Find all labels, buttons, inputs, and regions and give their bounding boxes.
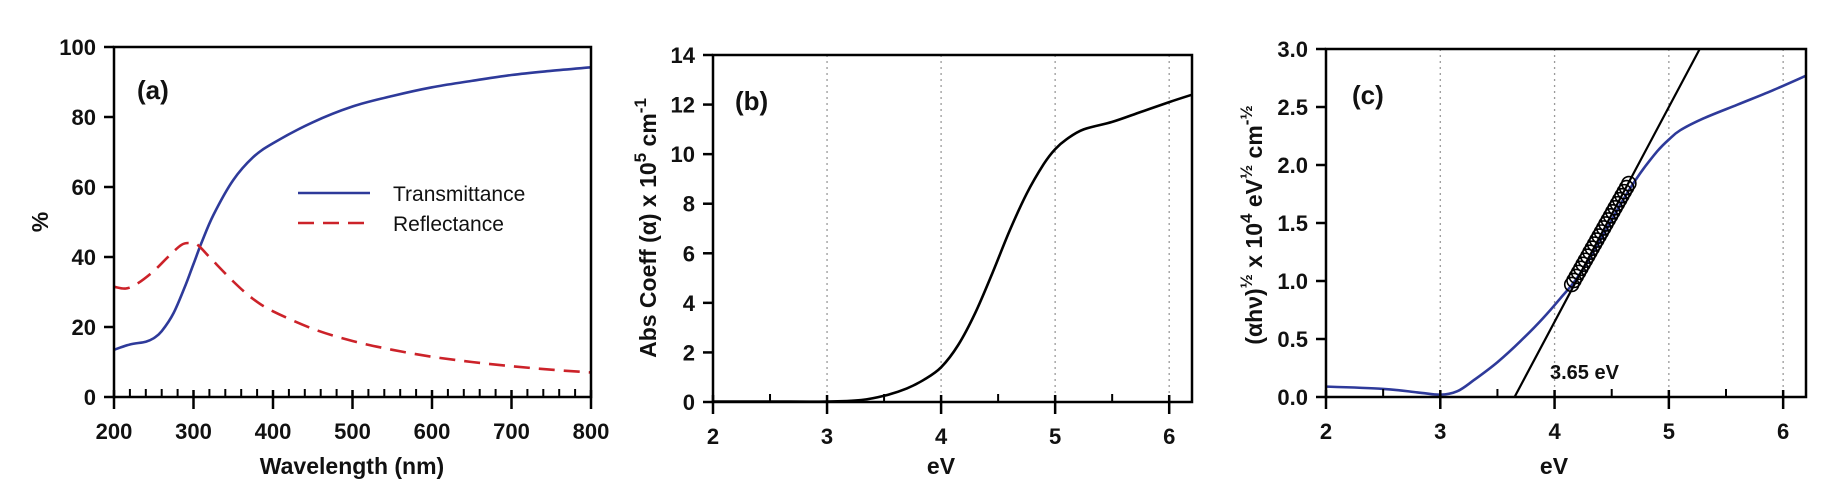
panel-c-y-title-exp3: ½	[1237, 165, 1256, 179]
legend-transmittance-label: Transmittance	[393, 183, 525, 206]
panel-b-grid	[826, 55, 1170, 402]
panel-a-legend: Transmittance Reflectance	[298, 183, 525, 236]
panel-c-tauc-plot: 2 3 4 5 6 0.0 0.5 1.0 1.5 2.0 2.5 3.0 (c) eV 3.65 e…	[1237, 37, 1808, 479]
panel-c-y-title-exp1: ½	[1237, 274, 1256, 288]
x-tick-label: 200	[96, 419, 133, 444]
panel-a-transmittance-reflectance: 200 300 400 500 600 700 800 0 20 40 60 80 100 (a) Wa…	[27, 35, 609, 479]
x-tick-label: 3	[821, 424, 833, 449]
panel-a-x-axis-title: Wavelength (nm)	[260, 453, 444, 479]
panel-c-y-title-exp2: 4	[1237, 213, 1256, 223]
panel-c-y-title-part2: x 10	[1241, 223, 1267, 274]
bandgap-annotation: 3.65 eV	[1550, 362, 1620, 384]
panel-a-label: (a)	[137, 75, 169, 105]
panel-b-y-axis-title: Abs Coeff (α) x 105 cm-1	[631, 98, 661, 358]
y-tick-label: 2.5	[1277, 95, 1308, 120]
x-tick-label: 700	[493, 419, 530, 444]
panel-c-x-axis-title: eV	[1540, 453, 1569, 479]
legend-reflectance-label: Reflectance	[393, 213, 504, 236]
panel-c-y-title-part3: eV	[1241, 178, 1267, 213]
y-tick-label: 20	[72, 315, 96, 340]
tauc-plot-line	[1325, 74, 1807, 397]
y-tick-label: 2.0	[1277, 153, 1308, 178]
panel-c-grid	[1439, 49, 1784, 397]
fit-point-marker	[1621, 175, 1637, 192]
y-tick-label: 80	[72, 105, 96, 130]
y-tick-label: 0.5	[1277, 327, 1308, 352]
y-tick-label: 0.0	[1277, 385, 1308, 410]
x-tick-label: 2	[1320, 419, 1332, 444]
transmittance-line	[113, 66, 592, 352]
x-tick-label: 4	[1548, 419, 1561, 444]
panel-c-ticks: 2 3 4 5 6 0.0 0.5 1.0 1.5 2.0 2.5 3.0	[1277, 37, 1789, 444]
panel-b-x-axis-title: eV	[927, 453, 956, 479]
x-tick-label: 4	[935, 424, 948, 449]
x-tick-label: 500	[334, 419, 371, 444]
x-tick-label: 6	[1163, 424, 1175, 449]
panel-c-y-axis-title: (αhν)½ x 104 eV½ cm-½	[1237, 105, 1267, 344]
y-tick-label: 0	[84, 385, 96, 410]
y-tick-label: 100	[59, 35, 96, 60]
x-tick-label: 400	[255, 419, 292, 444]
y-tick-label: 1.0	[1277, 269, 1308, 294]
panel-a-ticks: 200 300 400 500 600 700 800 0 20 40 60 80 100	[59, 35, 609, 444]
panel-c-y-title-part1: (αhν)	[1241, 288, 1267, 344]
x-tick-label: 5	[1049, 424, 1061, 449]
y-tick-label: 12	[671, 93, 695, 118]
panel-b-label: (b)	[735, 86, 768, 116]
y-tick-label: 3.0	[1277, 37, 1308, 62]
x-tick-label: 5	[1663, 419, 1675, 444]
x-tick-label: 600	[414, 419, 451, 444]
y-tick-label: 60	[72, 175, 96, 200]
panel-c-y-title-part4: cm	[1241, 125, 1267, 165]
panel-a-y-axis-title: %	[27, 212, 53, 232]
y-tick-label: 1.5	[1277, 211, 1308, 236]
y-tick-label: 40	[72, 245, 96, 270]
y-tick-label: 4	[683, 291, 696, 316]
panel-c-y-title-exp4: -½	[1237, 105, 1256, 125]
x-tick-label: 300	[175, 419, 212, 444]
abs-coeff-line	[713, 93, 1193, 403]
panel-c-label: (c)	[1352, 80, 1384, 110]
x-tick-label: 6	[1777, 419, 1789, 444]
x-tick-label: 2	[707, 424, 719, 449]
y-tick-label: 14	[671, 43, 696, 68]
reflectance-line	[113, 241, 592, 374]
y-tick-label: 10	[671, 142, 695, 167]
x-tick-label: 800	[573, 419, 610, 444]
y-tick-label: 6	[683, 241, 695, 266]
panel-b-y-title-exp2: -1	[631, 98, 650, 113]
x-tick-label: 3	[1434, 419, 1446, 444]
panel-c-plot-frame	[1324, 47, 1808, 399]
linear-fit-extrapolated-line	[1513, 48, 1701, 398]
panel-b-plot-frame	[711, 53, 1194, 404]
y-tick-label: 2	[683, 340, 695, 365]
y-tick-label: 8	[683, 192, 695, 217]
panel-a-series	[113, 66, 592, 374]
y-tick-label: 0	[683, 390, 695, 415]
panel-b-y-title-part2: cm	[635, 113, 661, 153]
panel-b-series	[713, 93, 1193, 403]
panel-b-y-title-part1: Abs Coeff (α) x 10	[635, 162, 661, 358]
panel-c-series	[1325, 48, 1807, 398]
panel-b-y-title-exp1: 5	[631, 153, 650, 162]
